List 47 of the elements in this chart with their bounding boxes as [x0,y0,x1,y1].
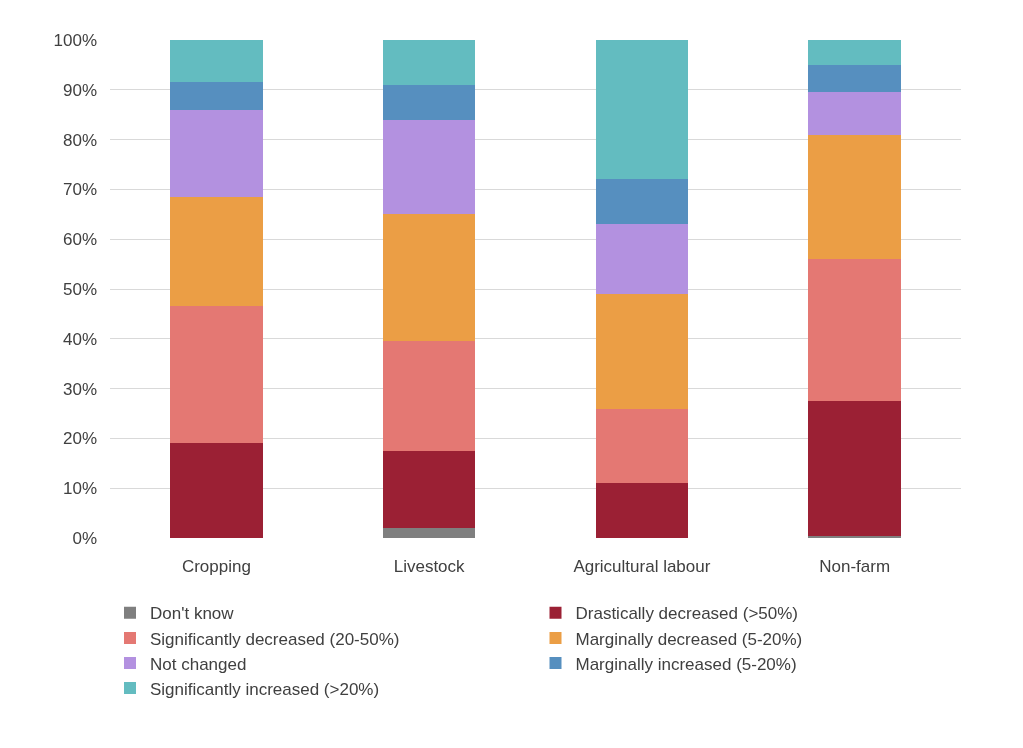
bar [808,92,901,135]
bar [382,84,476,120]
legend-label: Significantly increased (>20%) [150,679,380,699]
x-tick-label: Livestock [393,557,466,576]
legend-label: Significantly decreased (20-50%) [150,629,400,649]
x-tick-label: Agricultural labour [573,557,711,576]
bar [808,134,901,260]
y-tick-label: 70% [62,180,97,200]
legend-label: Marginally increased (5-20%) [575,654,797,674]
y-tick-label: 90% [62,80,97,100]
y-tick-label: 100% [53,30,97,50]
bar [382,341,476,451]
y-tick-label: 50% [62,279,97,299]
x-tick-label: Cropping [181,557,251,576]
y-tick-label: 40% [62,329,97,349]
y-tick-label: 80% [62,130,97,150]
x-tick-label: Non-farm [819,557,891,576]
bar [382,40,476,85]
bar [808,40,901,65]
y-tick-label: 30% [62,379,97,399]
bar [382,119,476,215]
bar [595,40,689,180]
bar [170,306,263,444]
bar [595,408,689,484]
bar [170,109,263,197]
bar [595,179,689,225]
legend-label: Don't know [150,604,235,624]
legend-label: Not changed [150,654,247,674]
legend-label: Marginally decreased (5-20%) [575,629,803,649]
bar [808,259,901,402]
bar [170,82,263,110]
bar [382,450,476,529]
y-tick-label: 20% [62,429,97,449]
bar [595,293,689,409]
y-tick-label: 0% [72,528,97,548]
bar [595,483,689,538]
y-tick-label: 10% [62,479,97,499]
legend-label: Drastically decreased (>50%) [575,604,799,624]
bar [170,40,263,83]
bar [595,224,689,294]
y-tick-label: 60% [62,230,97,250]
bar [382,214,476,342]
bar [808,401,901,536]
bar [170,443,263,538]
bar [170,196,263,307]
bar [382,528,476,538]
bar [808,64,901,93]
